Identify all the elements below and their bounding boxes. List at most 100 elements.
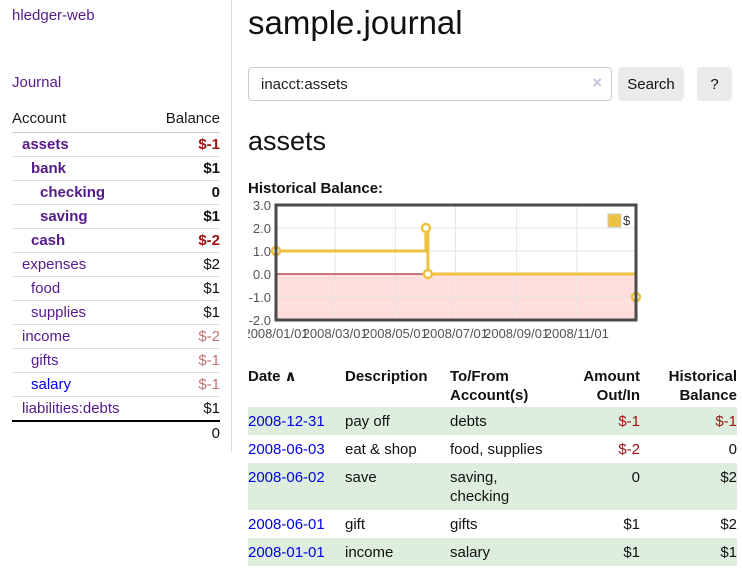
data-point <box>422 268 434 280</box>
account-row: bank $1 <box>12 156 220 181</box>
legend-swatch <box>607 213 622 228</box>
account-row: income $-2 <box>12 324 220 349</box>
account-link-income[interactable]: income <box>22 328 71 345</box>
x-tick-label: 2008/01/01 <box>248 326 309 341</box>
chart-title: Historical Balance: <box>248 180 384 197</box>
x-tick-label: 2008/03/01 <box>303 326 368 341</box>
account-link-assets[interactable]: assets <box>22 136 69 153</box>
y-tick-label: -1.0 <box>249 290 271 305</box>
transaction-accounts: saving, checking <box>450 463 568 510</box>
transaction-date-link[interactable]: 2008-12-31 <box>248 413 325 430</box>
transaction-balance: $-1 <box>640 407 737 435</box>
register-row: 2008-06-01 gift gifts $1 $2 <box>248 510 737 538</box>
account-balance: $-2 <box>150 228 220 253</box>
sort-asc-icon: ∧ <box>284 368 297 385</box>
transaction-balance: $1 <box>640 538 737 566</box>
historical-balance-chart: $3.0 2.0 1.0 0.0 -1.0 -2.0 2008/01/01 2008/03/0… <box>243 198 742 353</box>
transaction-date-link[interactable]: 2008-06-01 <box>248 516 325 533</box>
transaction-date-link[interactable]: 2008-01-01 <box>248 544 325 561</box>
account-row: gifts $-1 <box>12 348 220 373</box>
transaction-amount: 0 <box>568 463 640 510</box>
transaction-description: income <box>345 538 450 566</box>
transaction-description: save <box>345 463 450 510</box>
transaction-accounts: salary <box>450 538 568 566</box>
register-header-date[interactable]: Date ∧ <box>248 368 297 385</box>
accounts-table: Account Balance assets $-1 bank $1 check… <box>12 108 220 445</box>
account-balance: $-1 <box>150 348 220 373</box>
search-input[interactable] <box>248 67 612 101</box>
brand-link[interactable]: hledger-web <box>12 7 95 24</box>
accounts-total-row: 0 <box>12 420 220 445</box>
data-point <box>420 222 432 234</box>
account-balance: $1 <box>150 396 220 421</box>
account-link-supplies[interactable]: supplies <box>31 304 87 321</box>
search-button[interactable]: Search <box>618 67 684 101</box>
y-tick-label: -2.0 <box>249 313 271 328</box>
page-title: sample.journal <box>248 4 463 41</box>
account-link-expenses[interactable]: expenses <box>22 256 87 273</box>
account-row: food $1 <box>12 276 220 301</box>
transaction-amount: $-1 <box>568 407 640 435</box>
account-link-gifts[interactable]: gifts <box>31 352 59 369</box>
accounts-header-balance: Balance <box>150 108 220 133</box>
account-link-checking[interactable]: checking <box>40 184 106 201</box>
register-row: 2008-12-31 pay off debts $-1 $-1 <box>248 407 737 435</box>
x-tick-label: 2008/09/01 <box>484 326 549 341</box>
register-row: 2008-01-01 income salary $1 $1 <box>248 538 737 566</box>
help-button[interactable]: ? <box>697 67 732 101</box>
transaction-balance: 0 <box>728 441 737 458</box>
account-row: supplies $1 <box>12 300 220 325</box>
transaction-accounts: food, supplies <box>450 441 543 458</box>
transaction-description: eat & shop <box>345 441 417 458</box>
account-link-saving[interactable]: saving <box>40 208 88 225</box>
account-row: saving $1 <box>12 204 220 229</box>
legend-label: $ <box>623 213 631 228</box>
transaction-accounts: gifts <box>450 516 478 533</box>
sidebar-item-journal[interactable]: Journal <box>12 74 62 91</box>
sidebar: hledger-web Journal Account Balance asse… <box>0 0 232 452</box>
account-row: checking 0 <box>12 180 220 205</box>
register-header-row: Date ∧ Description To/From Account(s) Amo… <box>248 365 737 407</box>
accounts-header-account: Account <box>12 108 151 133</box>
account-balance: $1 <box>150 204 220 229</box>
account-balance: $-1 <box>150 372 220 397</box>
register-row: 2008-06-03 eat & shop food, supplies $-2… <box>248 435 737 463</box>
account-link-food[interactable]: food <box>31 280 61 297</box>
account-balance: $-2 <box>150 324 220 349</box>
main-content: sample.journal × Search ? assets Histori… <box>243 0 742 566</box>
account-row: cash $-2 <box>12 228 220 253</box>
account-balance: 0 <box>150 180 220 205</box>
account-balance: $2 <box>150 252 220 277</box>
account-balance: $1 <box>150 300 220 325</box>
account-balance: $1 <box>150 276 220 301</box>
account-link-bank[interactable]: bank <box>31 160 67 177</box>
transaction-amount: $1 <box>568 538 640 566</box>
y-tick-label: 1.0 <box>253 244 271 259</box>
account-link-salary[interactable]: salary <box>31 376 72 393</box>
clear-search-icon[interactable]: × <box>592 73 602 92</box>
search-form: × Search ? <box>248 67 742 101</box>
account-row: liabilities:debts $1 <box>12 396 220 421</box>
account-row: assets $-1 <box>12 133 220 157</box>
y-tick-label: 0.0 <box>253 267 271 282</box>
transaction-amount: $1 <box>623 516 640 533</box>
account-balance: $1 <box>150 156 220 181</box>
account-row: salary $-1 <box>12 372 220 397</box>
register-header-amount: Amount Out/In <box>583 368 640 404</box>
register-table: Date ∧ Description To/From Account(s) Amo… <box>248 365 737 566</box>
y-tick-label: 3.0 <box>253 201 271 213</box>
register-header-balance: Historical Balance <box>668 368 737 404</box>
account-link-liabilities-debts[interactable]: liabilities:debts <box>22 400 120 417</box>
transaction-accounts: debts <box>450 407 568 435</box>
account-heading: assets <box>248 126 327 156</box>
transaction-date-link[interactable]: 2008-06-03 <box>248 441 325 458</box>
y-tick-label: 2.0 <box>253 221 271 236</box>
transaction-description: gift <box>345 516 366 533</box>
account-row: expenses $2 <box>12 252 220 277</box>
transaction-balance: $2 <box>640 463 737 510</box>
account-balance: $-1 <box>198 136 220 153</box>
register-row: 2008-06-02 save saving, checking 0 $2 <box>248 463 737 510</box>
account-link-cash[interactable]: cash <box>31 232 66 249</box>
transaction-date-link[interactable]: 2008-06-02 <box>248 469 325 486</box>
x-tick-label: 2008/05/01 <box>363 326 428 341</box>
